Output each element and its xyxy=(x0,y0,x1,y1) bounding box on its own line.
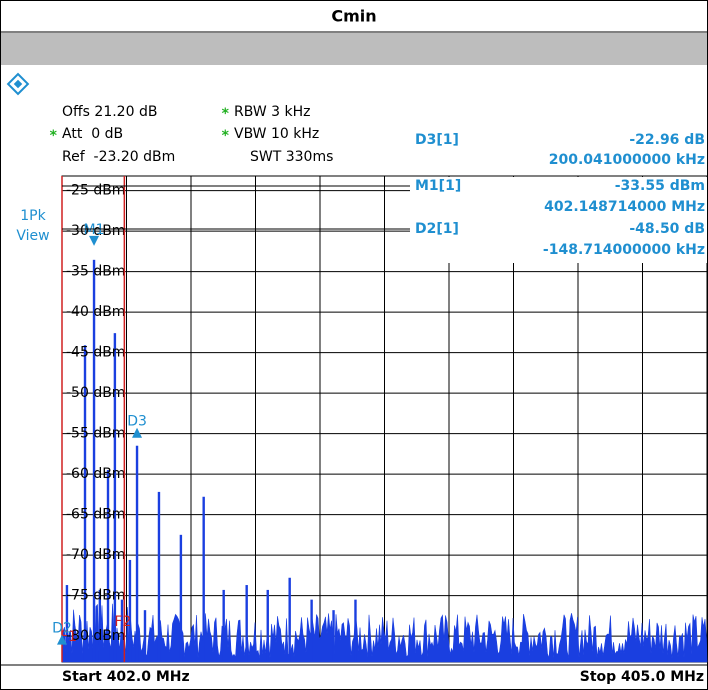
readout-value: -33.55 dBm xyxy=(615,178,705,194)
setting-flag: * xyxy=(50,128,58,144)
y-tick-label: -80 dBm xyxy=(66,628,125,644)
spectral-line xyxy=(83,345,87,662)
spectral-line xyxy=(332,610,335,662)
setting: SWT 330ms xyxy=(250,149,333,165)
y-tick-label: -35 dBm xyxy=(66,264,125,280)
setting-flag: * xyxy=(222,106,230,122)
readout-position: -148.714000000 kHz xyxy=(543,242,705,258)
spectral-line xyxy=(202,496,205,662)
spectral-line xyxy=(92,259,96,662)
readout-name: D3[1] xyxy=(415,132,459,148)
logo xyxy=(6,72,30,96)
marker-label: M1 xyxy=(84,222,105,238)
spectral-line xyxy=(128,559,132,662)
spectral-line xyxy=(179,534,183,662)
marker xyxy=(132,427,143,438)
readout-bg xyxy=(410,177,707,263)
spectral-line xyxy=(106,470,110,662)
spectral-line xyxy=(98,589,102,662)
setting: Offs 21.20 dB xyxy=(62,104,157,120)
trace-label: View xyxy=(16,228,49,244)
y-tick-label: -75 dBm xyxy=(66,588,125,604)
stop-label: Stop 405.0 MHz xyxy=(580,669,704,685)
setting: RBW 3 kHz xyxy=(234,104,310,120)
marker-label: D2 xyxy=(52,621,72,637)
marker-label: D3 xyxy=(127,414,147,430)
spectral-line xyxy=(65,585,69,662)
y-tick-label: -45 dBm xyxy=(66,345,125,361)
spectral-line xyxy=(222,589,225,662)
start-label: Start 402.0 MHz xyxy=(62,669,190,685)
spectral-line xyxy=(310,599,313,662)
readout-name: D2[1] xyxy=(415,221,459,237)
readout-position: 200.041000000 kHz xyxy=(549,152,705,168)
trace-label: 1Pk xyxy=(20,208,46,224)
y-tick-label: -60 dBm xyxy=(66,466,125,482)
y-tick-label: -65 dBm xyxy=(66,507,125,523)
spectral-line xyxy=(120,599,124,662)
spectral-line xyxy=(245,585,248,662)
spectral-line xyxy=(266,589,269,662)
toolbar xyxy=(1,33,707,65)
readout-value: -48.50 dB xyxy=(629,221,705,237)
y-tick-label: -55 dBm xyxy=(66,426,125,442)
marker xyxy=(89,235,100,246)
setting-flag: * xyxy=(222,128,230,144)
y-tick-label: -30 dBm xyxy=(66,223,125,239)
title: Cmin xyxy=(331,7,376,26)
y-tick-label: -25 dBm xyxy=(66,183,125,199)
spectral-line xyxy=(143,610,147,662)
setting: Att 0 dB xyxy=(62,126,123,142)
readout-position: 402.148714000 MHz xyxy=(544,199,705,215)
readout-name: M1[1] xyxy=(415,178,461,194)
y-tick-label: -70 dBm xyxy=(66,547,125,563)
setting: Ref -23.20 dBm xyxy=(62,149,175,165)
spectral-line xyxy=(288,577,291,662)
y-tick-label: -50 dBm xyxy=(66,385,125,401)
spectral-line xyxy=(135,445,139,662)
spectral-line xyxy=(157,491,161,662)
y-tick-label: -40 dBm xyxy=(66,304,125,320)
frequency-line-label: F2 xyxy=(114,614,131,630)
spectral-line xyxy=(113,333,117,662)
marker xyxy=(57,634,67,645)
setting: VBW 10 kHz xyxy=(234,126,319,142)
readout-value: -22.96 dB xyxy=(629,132,705,148)
spectral-line xyxy=(354,599,357,662)
